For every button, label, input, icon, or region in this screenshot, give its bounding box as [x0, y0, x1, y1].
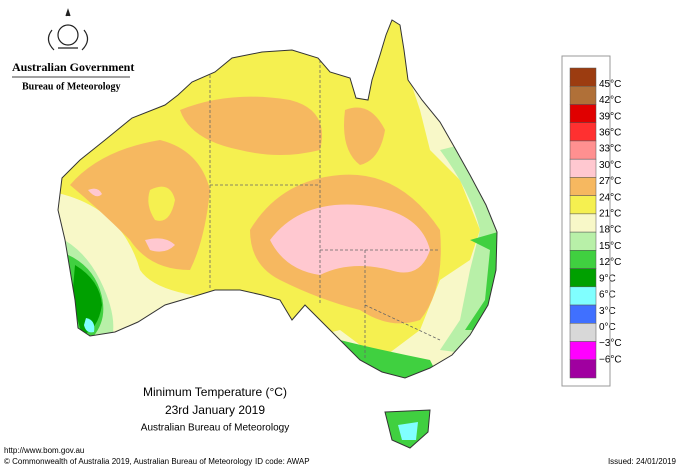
legend-swatch	[569, 304, 597, 324]
legend-swatch	[569, 158, 597, 178]
issued: Issued: 24/01/2019	[608, 457, 677, 466]
legend-swatch	[569, 140, 597, 160]
bureau-name: Bureau of Meteorology	[22, 81, 121, 92]
legend-swatch	[569, 323, 597, 342]
copyright: © Commonwealth of Australia 2019, Austra…	[4, 457, 252, 466]
legend-swatch	[569, 195, 597, 215]
map-title: Minimum Temperature (°C)	[143, 385, 287, 399]
legend-swatch	[569, 231, 597, 251]
legend-swatch	[569, 67, 597, 87]
url: http://www.bom.gov.au	[4, 446, 84, 455]
legend: 45°C42°C39°C36°C33°C30°C27°C24°C21°C18°C…	[569, 67, 622, 379]
id-code: ID code: AWAP	[255, 457, 310, 466]
legend-swatch	[569, 341, 597, 361]
legend-label: 3°C	[599, 306, 616, 317]
legend-swatch	[569, 359, 597, 379]
legend-swatch	[569, 85, 597, 105]
map-source: Australian Bureau of Meteorology	[141, 423, 289, 434]
legend-label: 6°C	[599, 290, 616, 301]
map-date: 23rd January 2019	[165, 403, 265, 417]
legend-swatch	[569, 286, 597, 306]
legend-swatch	[569, 104, 597, 123]
gov-name: Australian Government	[12, 60, 134, 74]
legend-swatch	[569, 268, 597, 288]
legend-swatch	[569, 122, 597, 142]
legend-label: 0°C	[599, 322, 616, 333]
legend-label: 9°C	[599, 273, 616, 284]
legend-swatch	[569, 250, 597, 269]
legend-frame	[561, 55, 611, 387]
legend-swatch	[569, 213, 597, 233]
legend-swatch	[569, 177, 597, 196]
crest	[47, 8, 89, 51]
tasmania-cool	[398, 422, 418, 440]
